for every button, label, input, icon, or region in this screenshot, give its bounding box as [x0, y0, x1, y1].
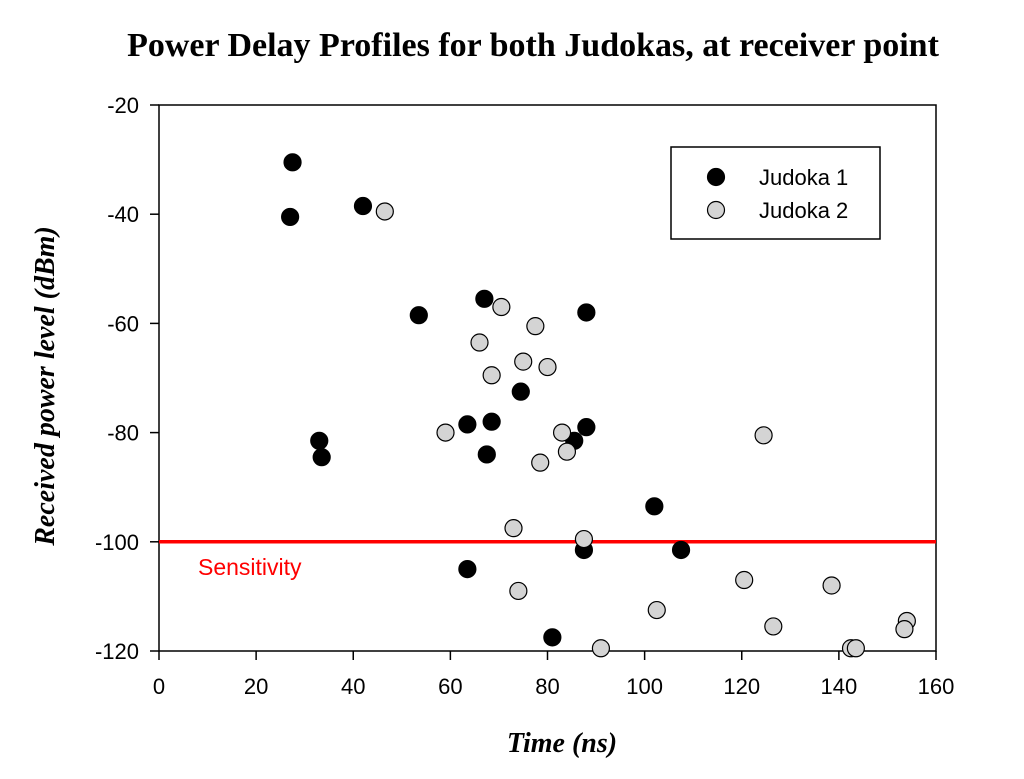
point-judoka-1: [353, 196, 373, 216]
point-judoka-1: [482, 412, 501, 431]
point-judoka-2: [895, 620, 914, 639]
x-axis-label: Time (ns): [507, 728, 617, 759]
y-tick-label: -120: [95, 639, 139, 664]
legend-marker-judoka-1: [706, 167, 726, 187]
point-judoka-2: [375, 202, 394, 221]
x-tick-label: 160: [918, 674, 955, 699]
point-judoka-1: [577, 303, 596, 322]
point-judoka-2: [526, 317, 545, 336]
point-judoka-1: [312, 448, 331, 467]
point-judoka-1: [477, 445, 496, 464]
point-judoka-2: [552, 423, 572, 442]
x-tick-label: 40: [341, 674, 365, 699]
y-tick-label: -100: [95, 530, 139, 555]
x-tick-label: 60: [438, 674, 462, 699]
point-judoka-2: [509, 581, 528, 601]
legend: Judoka 1 Judoka 2: [670, 146, 881, 240]
y-tick-label: -80: [107, 421, 139, 446]
point-judoka-1: [475, 289, 494, 308]
point-judoka-2: [538, 357, 557, 377]
point-judoka-2: [647, 600, 666, 620]
x-tick-label: 20: [244, 674, 268, 699]
point-judoka-1: [283, 153, 302, 172]
point-judoka-1: [409, 306, 428, 325]
x-tick-label: 100: [626, 674, 663, 699]
point-judoka-1: [543, 628, 562, 647]
point-judoka-1: [458, 415, 477, 434]
point-judoka-1: [511, 382, 530, 401]
y-axis: -20 -40 -60 -80 -100 -120: [95, 93, 159, 664]
point-judoka-2: [574, 529, 594, 549]
legend-label-judoka-1: Judoka 1: [759, 165, 848, 190]
x-tick-label: 120: [723, 674, 760, 699]
x-axis: 0 20 40 60 80 100 120 140 160: [153, 651, 954, 699]
y-axis-label: Received power level (dBm): [30, 226, 61, 547]
sensitivity-label: Sensitivity: [198, 554, 302, 580]
legend-label-judoka-2: Judoka 2: [759, 198, 848, 223]
legend-box: [670, 146, 881, 240]
point-judoka-2: [470, 333, 489, 352]
y-tick-label: -60: [107, 311, 139, 336]
point-judoka-1: [310, 431, 329, 450]
point-judoka-1: [671, 540, 691, 560]
y-tick-label: -40: [107, 202, 139, 227]
point-judoka-2: [436, 423, 455, 442]
x-tick-label: 140: [821, 674, 858, 699]
point-judoka-2: [504, 519, 523, 538]
point-judoka-2: [531, 453, 550, 472]
point-judoka-2: [764, 617, 783, 636]
point-judoka-2: [754, 426, 773, 445]
x-tick-label: 80: [535, 674, 559, 699]
x-tick-label: 0: [153, 674, 165, 699]
point-judoka-1: [458, 559, 477, 579]
point-judoka-2: [591, 639, 611, 658]
y-tick-label: -20: [107, 93, 139, 118]
point-judoka-2: [492, 297, 511, 317]
point-judoka-1: [645, 497, 664, 516]
point-judoka-2: [735, 570, 754, 590]
point-judoka-2: [514, 352, 533, 371]
data-points: [281, 153, 916, 658]
point-judoka-2: [482, 366, 501, 385]
chart-title: Power Delay Profiles for both Judokas, a…: [127, 27, 940, 64]
point-judoka-2: [822, 576, 841, 595]
point-judoka-2: [557, 442, 577, 461]
point-judoka-2: [846, 639, 865, 658]
legend-marker-judoka-2: [706, 200, 726, 220]
point-judoka-1: [577, 418, 596, 437]
point-judoka-1: [281, 207, 300, 227]
